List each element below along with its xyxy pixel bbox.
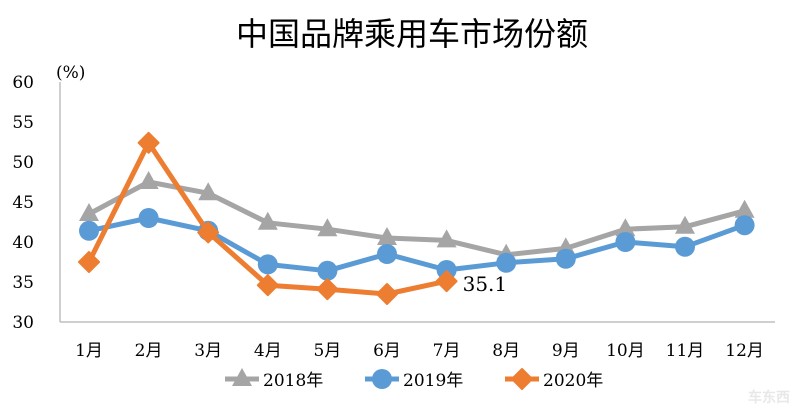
data-point bbox=[436, 229, 457, 248]
data-point bbox=[317, 218, 338, 237]
legend-item: 2019年 bbox=[365, 369, 463, 391]
legend-marker bbox=[232, 368, 252, 386]
data-point bbox=[734, 199, 755, 218]
y-tick-label: 50 bbox=[12, 153, 34, 173]
x-tick-label: 5月 bbox=[313, 341, 341, 361]
x-tick-label: 3月 bbox=[194, 341, 222, 361]
data-point bbox=[675, 215, 695, 234]
data-point bbox=[137, 131, 160, 154]
y-tick-label: 60 bbox=[12, 73, 34, 93]
x-tick-label: 9月 bbox=[552, 341, 580, 361]
data-point bbox=[496, 252, 517, 273]
data-point bbox=[257, 211, 278, 230]
data-point bbox=[79, 203, 99, 221]
data-point bbox=[316, 278, 339, 301]
data-point bbox=[138, 208, 159, 228]
legend-marker bbox=[372, 369, 392, 389]
y-tick-label: 35 bbox=[12, 273, 34, 293]
series-2018年 bbox=[79, 171, 755, 262]
data-point bbox=[675, 236, 695, 257]
y-tick-label: 30 bbox=[12, 313, 34, 333]
watermark: 车东西 bbox=[748, 389, 790, 406]
x-tick-label: 6月 bbox=[373, 341, 401, 361]
x-tick-label: 11月 bbox=[666, 341, 705, 361]
x-tick-label: 2月 bbox=[135, 341, 163, 361]
x-tick-label: 4月 bbox=[254, 341, 282, 361]
y-axis-label: (%) bbox=[56, 63, 85, 83]
legend-label: 2018年 bbox=[263, 371, 323, 391]
series-2020年 bbox=[78, 131, 458, 305]
data-point bbox=[376, 283, 398, 305]
data-point bbox=[377, 244, 397, 264]
series-line bbox=[87, 179, 746, 258]
data-point bbox=[734, 215, 755, 236]
legend-label: 2020年 bbox=[543, 371, 603, 391]
data-point bbox=[615, 218, 636, 237]
data-point bbox=[78, 251, 100, 273]
data-point bbox=[79, 220, 99, 241]
legend-marker bbox=[511, 368, 533, 390]
data-point bbox=[257, 254, 278, 275]
y-tick-label: 55 bbox=[12, 113, 34, 133]
data-point bbox=[377, 227, 397, 245]
x-tick-label: 10月 bbox=[606, 341, 645, 361]
data-point bbox=[197, 221, 220, 244]
x-tick-label: 8月 bbox=[492, 341, 520, 361]
chart-title: 中国品牌乘用车市场份额 bbox=[236, 15, 588, 53]
x-tick-label: 7月 bbox=[433, 341, 461, 361]
data-point bbox=[555, 248, 576, 269]
data-point bbox=[435, 270, 458, 293]
x-tick-label: 1月 bbox=[75, 341, 103, 361]
legend-label: 2019年 bbox=[403, 371, 463, 391]
series-2019年 bbox=[79, 208, 755, 281]
data-point bbox=[256, 274, 279, 297]
data-label: 35.1 bbox=[463, 272, 508, 296]
data-point bbox=[138, 171, 159, 189]
y-tick-label: 45 bbox=[12, 193, 34, 213]
data-point bbox=[615, 232, 636, 252]
y-tick-label: 40 bbox=[12, 233, 34, 253]
legend-item: 2020年 bbox=[505, 368, 603, 391]
legend-item: 2018年 bbox=[225, 368, 323, 391]
x-tick-label: 12月 bbox=[725, 341, 764, 361]
data-point bbox=[317, 260, 338, 281]
data-point bbox=[198, 182, 219, 201]
